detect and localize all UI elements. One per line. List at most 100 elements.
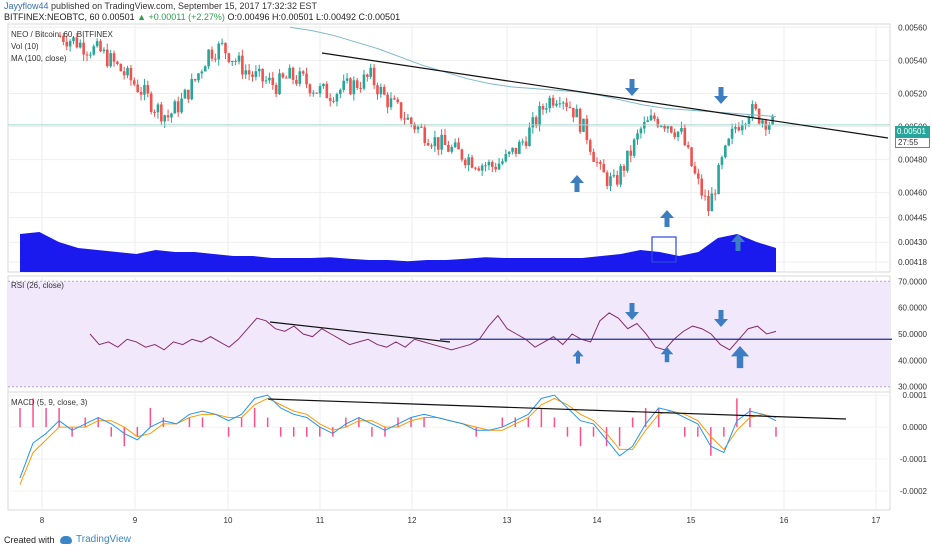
candle-body [619, 166, 622, 185]
change-label: ▲ +0.00011 (+2.27%) [137, 12, 225, 22]
macd-tick-label: -0.0001 [900, 455, 928, 464]
candle-body [761, 120, 764, 124]
candle-body [322, 83, 325, 87]
candle-body [295, 79, 298, 84]
x-tick-label: 15 [687, 516, 696, 525]
candle-body [578, 108, 582, 132]
rsi-tick-label: 60.0000 [898, 304, 927, 313]
candle-body [555, 103, 558, 106]
candle-body [257, 68, 261, 72]
author-link[interactable]: Jayyflow44 [4, 1, 49, 11]
candle-body [156, 104, 160, 113]
candle-body [477, 168, 481, 171]
candle-body [58, 35, 62, 37]
candle-body [436, 137, 440, 150]
candle-body [325, 83, 329, 99]
candle-body [420, 126, 423, 128]
candle-body [227, 53, 231, 63]
candle-body [160, 104, 163, 122]
candle-body [703, 195, 707, 197]
candle-body [639, 128, 643, 134]
candle-body [62, 35, 65, 42]
x-tick-label: 13 [503, 516, 512, 525]
candle-body [409, 117, 413, 124]
price-badge-value: 0.00501 [895, 126, 930, 137]
candle-body [122, 71, 126, 76]
candle-body [149, 93, 153, 112]
candle-body [457, 142, 460, 150]
candle-body [558, 103, 562, 105]
candle-body [241, 55, 244, 75]
candle-body [453, 142, 457, 148]
candle-body [190, 79, 194, 100]
candle-body [237, 55, 241, 62]
rsi-tick-label: 30.0000 [898, 383, 927, 392]
candle-body [187, 89, 190, 100]
ohlc-label: O:0.00496 H:0.00501 L:0.00492 C:0.00501 [227, 12, 401, 22]
macd-tick-label: -0.0002 [900, 487, 928, 496]
candle-body [352, 80, 356, 95]
candle-body [166, 115, 170, 118]
candle-body [670, 126, 673, 133]
candle-body [68, 41, 72, 47]
candle-body [528, 127, 531, 147]
candle-body [298, 71, 302, 84]
publish-text: published on TradingView.com, September … [51, 1, 318, 11]
candle-body [176, 101, 180, 113]
candle-body [717, 164, 720, 195]
candle-body [663, 125, 666, 129]
candle-body [170, 113, 173, 118]
price-tick-label: 0.00460 [898, 189, 927, 198]
candle-body [693, 166, 697, 174]
candle-body [133, 80, 136, 85]
candle-body [538, 106, 541, 126]
candle-body [548, 97, 552, 109]
candle-body [612, 175, 616, 177]
candle-body [680, 128, 683, 132]
candle-body [430, 145, 433, 147]
macd-trendline [267, 398, 847, 420]
candle-body [595, 161, 599, 163]
candle-body [244, 70, 248, 75]
candle-body [393, 98, 396, 100]
candle-body [386, 94, 389, 108]
price-tick-label: 0.00520 [898, 89, 927, 98]
ma-line [289, 26, 777, 118]
arrow-down-icon [625, 303, 639, 320]
candle-body [467, 157, 470, 166]
candle-body [173, 101, 177, 114]
candle-body [203, 66, 207, 72]
x-tick-label: 8 [40, 516, 45, 525]
candle-body [379, 86, 383, 95]
candle-body [632, 139, 636, 156]
candle-body [220, 42, 224, 44]
candle-body [497, 163, 501, 170]
arrow-down-icon [625, 79, 639, 96]
candle-body [126, 67, 129, 76]
price-trendline [321, 52, 889, 139]
rsi-tick-label: 70.0000 [898, 277, 927, 286]
candle-body [592, 151, 595, 162]
candle-body [264, 80, 268, 82]
candle-body [622, 166, 626, 171]
candle-body [649, 115, 653, 121]
price-tick-label: 0.00480 [898, 156, 927, 165]
candle-body [734, 127, 737, 129]
candle-body [342, 80, 345, 90]
macd-tick-label: 0.0001 [903, 391, 928, 400]
candle-body [99, 41, 102, 52]
candle-body [180, 98, 183, 113]
candle-body [328, 98, 332, 101]
candle-body [197, 73, 200, 81]
candle-body [440, 134, 443, 150]
tradingview-brand-link[interactable]: TradingView [76, 534, 132, 545]
publish-line: Jayyflow44 published on TradingView.com,… [4, 1, 317, 11]
candle-body [200, 71, 204, 74]
candle-body [713, 193, 717, 195]
price-tick-label: 0.00560 [898, 23, 927, 32]
chart-canvas[interactable]: 8 9 10 11 12 13 14 15 16 17 0.00560 0.00540 0.00520 0… [0, 0, 932, 531]
candle-body [541, 106, 545, 110]
candle-body [85, 54, 89, 56]
candle-body [301, 71, 305, 74]
candle-body [288, 67, 291, 79]
